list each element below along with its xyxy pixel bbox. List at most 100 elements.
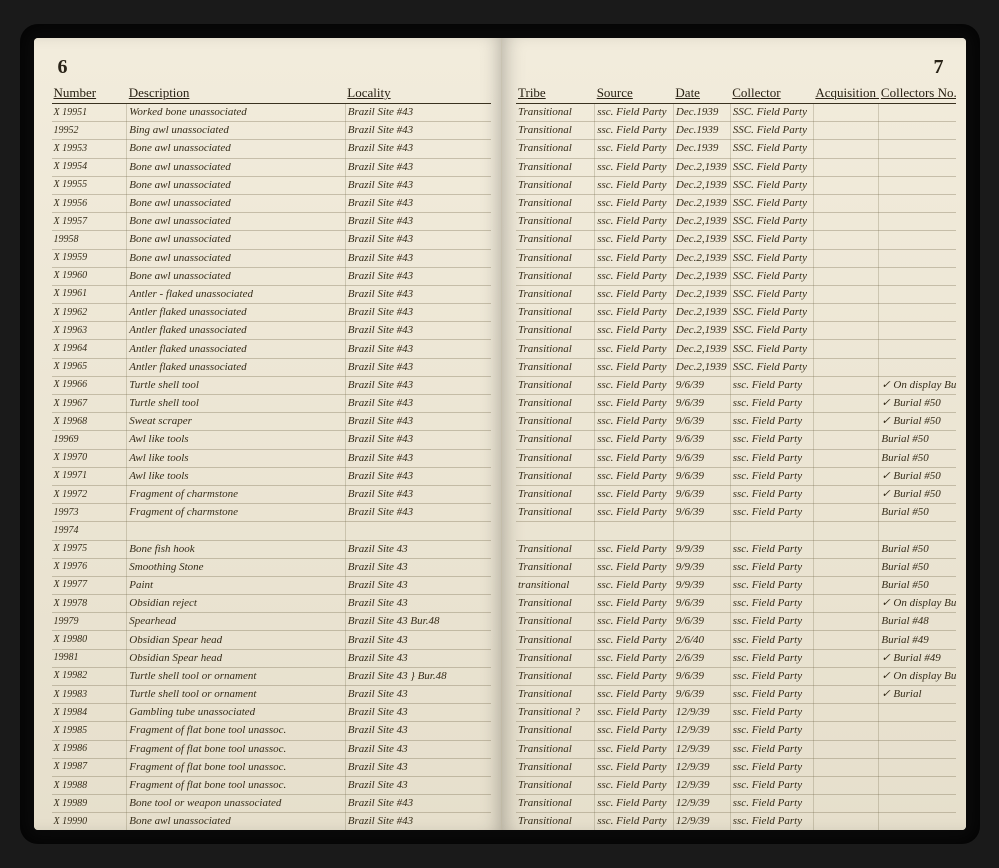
cell-locality: Brazil Site 43 xyxy=(345,595,491,613)
cell-collectors-no xyxy=(879,140,956,158)
cell-coll: ssc. Field Party xyxy=(730,504,813,522)
cell-date: Dec.2,1939 xyxy=(673,249,730,267)
cell-tribe: Transitional xyxy=(516,140,595,158)
cell-collectors-no: ✓ Burial #50 xyxy=(879,467,956,485)
cell-number: X 19978 xyxy=(52,595,127,613)
cell-date: 2/6/39 xyxy=(673,649,730,667)
table-row: Transitionalssc. Field Party9/6/39ssc. F… xyxy=(516,395,956,413)
table-row: X 19961Antler - flaked unassociatedBrazi… xyxy=(52,285,492,303)
cell-tribe: Transitional xyxy=(516,813,595,830)
cell-coll: SSC. Field Party xyxy=(730,358,813,376)
cell-coll: SSC. Field Party xyxy=(730,249,813,267)
cell-tribe: Transitional xyxy=(516,595,595,613)
cell-locality: Brazil Site #43 xyxy=(345,504,491,522)
cell-description: Spearhead xyxy=(127,613,346,631)
cell-date: 9/6/39 xyxy=(673,613,730,631)
table-row: Transitionalssc. Field PartyDec.2,1939SS… xyxy=(516,249,956,267)
cell-collectors-no: Burial #49 xyxy=(879,631,956,649)
cell-acquisition xyxy=(813,704,879,722)
cell-locality: Brazil Site 43 xyxy=(345,576,491,594)
table-row: 19973Fragment of charmstoneBrazil Site #… xyxy=(52,504,492,522)
cell-tribe: Transitional xyxy=(516,304,595,322)
cell-coll: ssc. Field Party xyxy=(730,795,813,813)
cell-number: X 19965 xyxy=(52,358,127,376)
cell-collectors-no xyxy=(879,358,956,376)
cell-collectors-no xyxy=(879,231,956,249)
cell-src: ssc. Field Party xyxy=(595,104,674,122)
cell-description: Sweat scraper xyxy=(127,413,346,431)
cell-date: 9/9/39 xyxy=(673,540,730,558)
cell-date: Dec.2,1939 xyxy=(673,194,730,212)
cell-coll: SSC. Field Party xyxy=(730,322,813,340)
cell-description: Awl like tools xyxy=(127,431,346,449)
cell-number: X 19975 xyxy=(52,540,127,558)
cell-collectors-no xyxy=(879,776,956,794)
table-row: X 19976Smoothing StoneBrazil Site 43 xyxy=(52,558,492,576)
cell-tribe: Transitional xyxy=(516,540,595,558)
cell-src: ssc. Field Party xyxy=(595,213,674,231)
cell-number: 19979 xyxy=(52,613,127,631)
cell-tribe: Transitional xyxy=(516,231,595,249)
col-collector: Collector xyxy=(730,85,813,104)
cell-description: Turtle shell tool or ornament xyxy=(127,686,346,704)
cell-src: ssc. Field Party xyxy=(595,304,674,322)
cell-locality: Brazil Site #43 xyxy=(345,340,491,358)
cell-coll: ssc. Field Party xyxy=(730,376,813,394)
cell-locality: Brazil Site 43 xyxy=(345,740,491,758)
cell-locality: Brazil Site #43 xyxy=(345,267,491,285)
cell-acquisition xyxy=(813,285,879,303)
cell-src: ssc. Field Party xyxy=(595,613,674,631)
cell-src: ssc. Field Party xyxy=(595,740,674,758)
cell-number: X 19962 xyxy=(52,304,127,322)
cell-coll: ssc. Field Party xyxy=(730,540,813,558)
cell-description xyxy=(127,522,346,540)
cell-description: Antler flaked unassociated xyxy=(127,304,346,322)
table-row: Transitionalssc. Field Party2/6/39ssc. F… xyxy=(516,649,956,667)
cell-collectors-no: ✓ Burial #50 xyxy=(879,395,956,413)
cell-locality: Brazil Site #43 xyxy=(345,322,491,340)
cell-number: X 19959 xyxy=(52,249,127,267)
table-row: X 19957Bone awl unassociatedBrazil Site … xyxy=(52,213,492,231)
cell-acquisition xyxy=(813,758,879,776)
cell-src xyxy=(595,522,674,540)
cell-collectors-no: ✓ On display Burial #50 xyxy=(879,376,956,394)
cell-number: X 19986 xyxy=(52,740,127,758)
table-row: X 19963Antler flaked unassociatedBrazil … xyxy=(52,322,492,340)
cell-description: Bing awl unassociated xyxy=(127,122,346,140)
table-row: Transitionalssc. Field Party9/6/39ssc. F… xyxy=(516,431,956,449)
cell-number: X 19957 xyxy=(52,213,127,231)
cell-number: 19952 xyxy=(52,122,127,140)
cell-number: X 19956 xyxy=(52,194,127,212)
cell-collectors-no: Burial #50 xyxy=(879,558,956,576)
cell-src: ssc. Field Party xyxy=(595,376,674,394)
table-row: Transitionalssc. Field Party9/6/39ssc. F… xyxy=(516,449,956,467)
cell-acquisition xyxy=(813,267,879,285)
table-row: X 19965Antler flaked unassociatedBrazil … xyxy=(52,358,492,376)
cell-locality: Brazil Site #43 xyxy=(345,122,491,140)
cell-locality: Brazil Site #43 xyxy=(345,176,491,194)
table-row: Transitionalssc. Field Party9/6/39ssc. F… xyxy=(516,595,956,613)
table-row: Transitionalssc. Field Party12/9/39ssc. … xyxy=(516,722,956,740)
cell-src: ssc. Field Party xyxy=(595,322,674,340)
cell-src: ssc. Field Party xyxy=(595,504,674,522)
cell-coll: SSC. Field Party xyxy=(730,104,813,122)
cell-tribe: Transitional xyxy=(516,485,595,503)
cell-tribe: Transitional xyxy=(516,176,595,194)
cell-date: 9/6/39 xyxy=(673,667,730,685)
cell-tribe: Transitional xyxy=(516,613,595,631)
cell-date xyxy=(673,522,730,540)
cell-coll: ssc. Field Party xyxy=(730,449,813,467)
table-row: Transitionalssc. Field Party9/6/39ssc. F… xyxy=(516,667,956,685)
table-row: transitionalssc. Field Party9/9/39ssc. F… xyxy=(516,576,956,594)
cell-date: Dec.1939 xyxy=(673,104,730,122)
cell-coll: ssc. Field Party xyxy=(730,413,813,431)
table-row: X 19956Bone awl unassociatedBrazil Site … xyxy=(52,194,492,212)
cell-description: Awl like tools xyxy=(127,467,346,485)
cell-description: Bone tool or weapon unassociated xyxy=(127,795,346,813)
cell-coll: SSC. Field Party xyxy=(730,122,813,140)
table-row: X 19988Fragment of flat bone tool unasso… xyxy=(52,776,492,794)
cell-src: ssc. Field Party xyxy=(595,231,674,249)
cell-collectors-no: Burial #50 xyxy=(879,576,956,594)
table-row: X 19977PaintBrazil Site 43 xyxy=(52,576,492,594)
cell-description: Bone awl unassociated xyxy=(127,176,346,194)
